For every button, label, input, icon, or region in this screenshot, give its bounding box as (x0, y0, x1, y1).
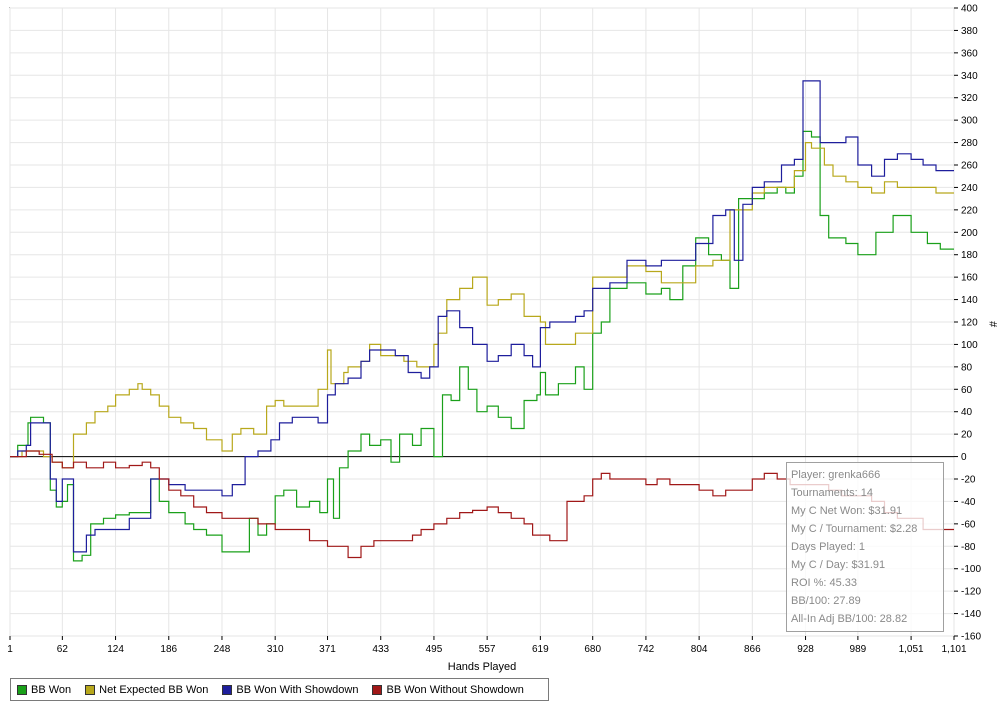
x-tick-label: 186 (160, 644, 177, 655)
y-tick-label: -100 (961, 564, 981, 575)
y-tick-label: 140 (961, 295, 978, 306)
x-tick-label: 310 (267, 644, 284, 655)
stat-net-won: My C Net Won: $31.91 (791, 505, 903, 517)
y-tick-label: 0 (961, 452, 967, 463)
x-tick-label: 1,051 (899, 644, 924, 655)
stats-panel: Player: grenka666 Tournaments: 14 My C N… (786, 462, 944, 632)
x-tick-label: 495 (426, 644, 443, 655)
y-tick-label: 80 (961, 362, 973, 373)
y-tick-label: 260 (961, 161, 978, 172)
x-tick-label: 680 (584, 644, 601, 655)
x-tick-label: 866 (744, 644, 761, 655)
legend-item-net-expected[interactable]: Net Expected BB Won (85, 684, 208, 696)
x-tick-label: 557 (479, 644, 496, 655)
y-tick-label: -40 (961, 497, 976, 508)
y-axis-title: # (988, 320, 1000, 327)
y-tick-label: 40 (961, 407, 973, 418)
legend-swatch (85, 684, 96, 695)
y-tick-label: 120 (961, 318, 978, 329)
legend-swatch (17, 684, 27, 695)
legend-label: BB Won Without Showdown (386, 683, 524, 696)
x-axis-title: Hands Played (448, 661, 517, 673)
y-axis: -160 -140 -120 -100 -80 -60 -40 -20 0 20 40 60 80 100… (954, 4, 981, 643)
x-tick-label: 1,101 (941, 644, 966, 655)
x-tick-label: 1 (7, 644, 13, 655)
x-tick-label: 742 (638, 644, 655, 655)
x-tick-label: 62 (57, 644, 69, 655)
series-group (10, 80, 954, 562)
x-tick-label: 248 (214, 644, 231, 655)
y-tick-label: 160 (961, 273, 978, 284)
x-tick-label: 619 (532, 644, 549, 655)
y-tick-label: -80 (961, 542, 976, 553)
y-tick-label: 400 (961, 4, 978, 15)
legend-item-bb-won[interactable]: BB Won (17, 684, 71, 696)
stat-tournaments: Tournaments: 14 (791, 487, 873, 499)
y-tick-label: -20 (961, 475, 976, 486)
x-tick-label: 989 (850, 644, 867, 655)
y-tick-label: -140 (961, 609, 981, 620)
y-tick-label: 240 (961, 183, 978, 194)
y-tick-label: 300 (961, 116, 978, 127)
series-line-net-expected-bb-won (10, 142, 954, 469)
x-tick-label: 371 (319, 644, 336, 655)
y-tick-label: -120 (961, 587, 981, 598)
stat-days-played: Days Played: 1 (791, 541, 865, 553)
y-tick-label: 20 (961, 430, 973, 441)
x-axis: 1 62 124 186 248 310 371 433 495 557 619 680 742 804 8… (7, 636, 967, 655)
y-tick-label: 320 (961, 93, 978, 104)
legend-label: Net Expected BB Won (99, 683, 209, 696)
legend-swatch (372, 684, 383, 695)
stat-roi: ROI %: 45.33 (791, 577, 858, 589)
y-tick-label: 60 (961, 385, 973, 396)
legend-item-with-showdown[interactable]: BB Won With Showdown (222, 684, 358, 696)
y-tick-label: 280 (961, 138, 978, 149)
stat-per-tournament: My C / Tournament: $2.28 (791, 523, 918, 535)
series-line-bb-won-without-showdown (10, 450, 954, 559)
y-tick-label: 360 (961, 48, 978, 59)
x-tick-label: 804 (691, 644, 708, 655)
y-tick-label: 380 (961, 26, 978, 37)
legend-item-without-showdown[interactable]: BB Won Without Showdown (372, 683, 524, 696)
x-tick-label: 124 (107, 644, 124, 655)
x-tick-label: 928 (797, 644, 814, 655)
stat-bb100: BB/100: 27.89 (791, 595, 861, 607)
y-tick-label: -160 (961, 632, 981, 643)
series-line-bb-won (10, 130, 954, 562)
stat-player: Player: grenka666 (791, 469, 881, 481)
stat-per-day: My C / Day: $31.91 (791, 559, 886, 571)
y-tick-label: 200 (961, 228, 978, 239)
series-line-bb-won-with-showdown (10, 80, 954, 553)
legend: BB Won Net Expected BB Won BB Won With S… (10, 678, 549, 701)
y-tick-label: 180 (961, 250, 978, 261)
y-tick-label: 100 (961, 340, 978, 351)
legend-label: BB Won (31, 683, 72, 696)
y-tick-label: -60 (961, 519, 976, 530)
stat-allin-bb100: All-In Adj BB/100: 28.82 (791, 613, 908, 625)
legend-label: BB Won With Showdown (236, 683, 359, 696)
y-tick-label: 340 (961, 71, 978, 82)
y-tick-label: 220 (961, 205, 978, 216)
legend-swatch (222, 684, 233, 695)
x-tick-label: 433 (372, 644, 389, 655)
